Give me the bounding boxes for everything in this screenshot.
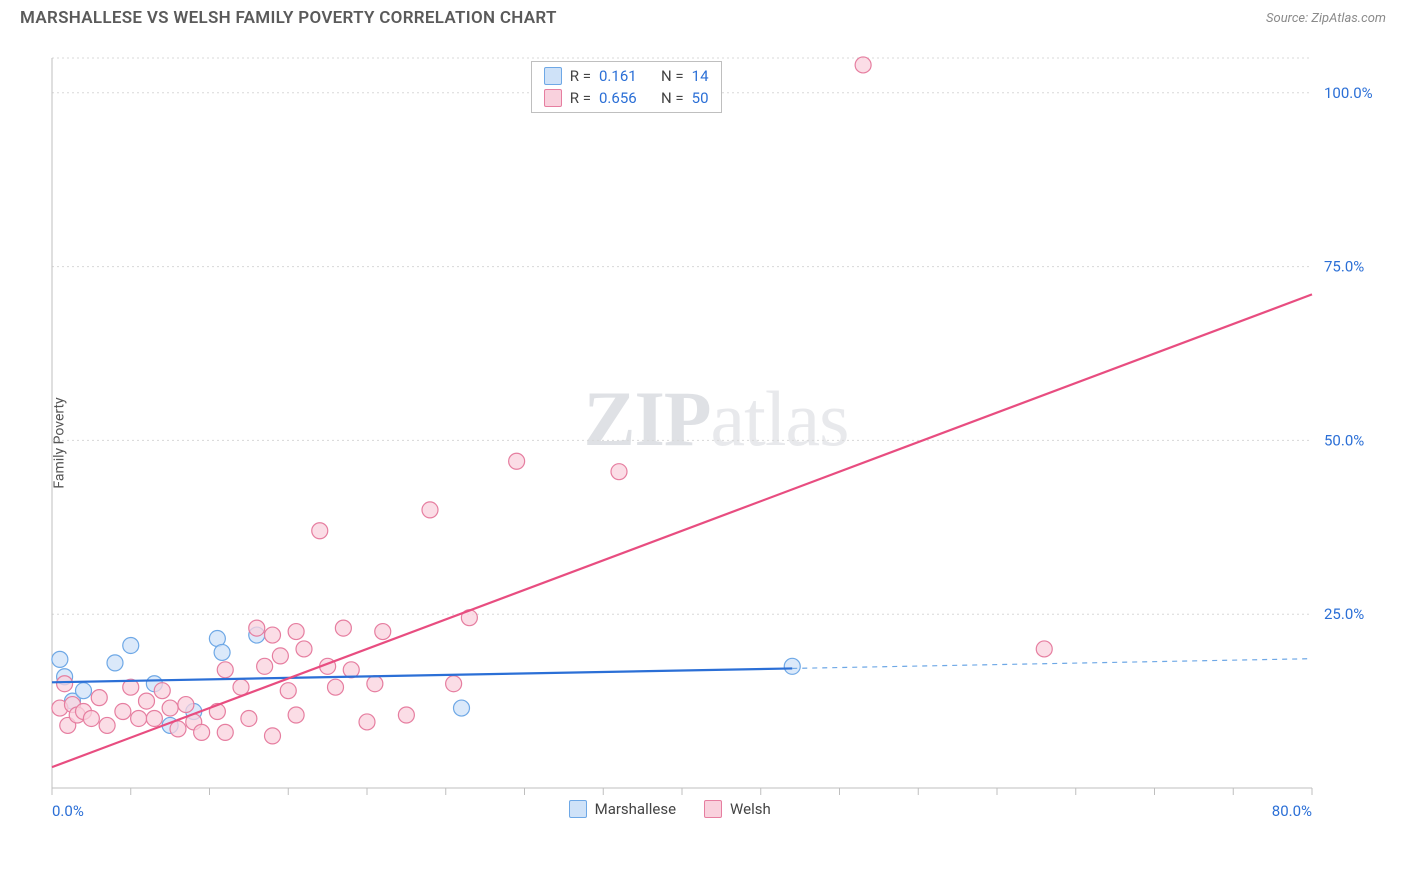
data-point	[83, 710, 99, 726]
correlation-stats-box: R = 0.161 N = 14 R = 0.656 N = 50	[531, 61, 722, 113]
stat-n-value: 50	[692, 89, 709, 107]
data-point	[1036, 641, 1052, 657]
data-point	[422, 502, 438, 518]
x-tick-label: 80.0%	[1272, 802, 1312, 820]
data-point	[194, 724, 210, 740]
stats-row: R = 0.656 N = 50	[532, 87, 721, 109]
data-point	[178, 697, 194, 713]
data-point	[214, 644, 230, 660]
y-tick-label: 25.0%	[1324, 605, 1364, 623]
data-point	[446, 676, 462, 692]
data-point	[343, 662, 359, 678]
data-point	[107, 655, 123, 671]
data-point	[328, 679, 344, 695]
data-point	[257, 658, 273, 674]
data-point	[454, 700, 470, 716]
data-point	[154, 683, 170, 699]
data-point	[509, 453, 525, 469]
data-point	[312, 523, 328, 539]
data-point	[217, 662, 233, 678]
stat-n-value: 14	[692, 67, 709, 85]
data-point	[241, 710, 257, 726]
data-point	[367, 676, 383, 692]
stats-row: R = 0.161 N = 14	[532, 65, 721, 87]
data-point	[146, 710, 162, 726]
legend-swatch	[704, 800, 722, 818]
data-point	[398, 707, 414, 723]
legend-item: Marshallese	[569, 800, 676, 818]
x-tick-label: 0.0%	[52, 802, 84, 820]
data-point	[76, 683, 92, 699]
series-swatch	[544, 67, 562, 85]
legend-label: Marshallese	[595, 800, 676, 818]
stat-n-label: N =	[661, 67, 684, 85]
chart-title: MARSHALLESE VS WELSH FAMILY POVERTY CORR…	[20, 8, 557, 28]
data-point	[57, 676, 73, 692]
chart-area: Family Poverty ZIPatlas 0.0%80.0%25.0%50…	[42, 48, 1390, 838]
data-point	[249, 620, 265, 636]
data-point	[784, 658, 800, 674]
data-point	[272, 648, 288, 664]
data-point	[265, 728, 281, 744]
stat-n-label: N =	[661, 89, 684, 107]
stat-r-value: 0.161	[599, 67, 643, 85]
data-point	[217, 724, 233, 740]
data-point	[359, 714, 375, 730]
y-tick-label: 50.0%	[1324, 431, 1364, 449]
data-point	[115, 704, 131, 720]
legend-item: Welsh	[704, 800, 771, 818]
trend-line-extrapolated	[792, 659, 1312, 669]
legend-label: Welsh	[730, 800, 771, 818]
data-point	[52, 651, 68, 667]
stat-r-label: R =	[570, 67, 591, 85]
data-point	[296, 641, 312, 657]
data-point	[170, 721, 186, 737]
data-point	[335, 620, 351, 636]
data-point	[233, 679, 249, 695]
series-legend: Marshallese Welsh	[569, 800, 771, 818]
stat-r-value: 0.656	[599, 89, 643, 107]
data-point	[99, 717, 115, 733]
data-point	[265, 627, 281, 643]
series-swatch	[544, 89, 562, 107]
data-point	[611, 464, 627, 480]
data-point	[855, 57, 871, 73]
data-point	[123, 637, 139, 653]
source-attribution: Source: ZipAtlas.com	[1266, 11, 1386, 26]
data-point	[131, 710, 147, 726]
y-tick-label: 75.0%	[1324, 258, 1364, 276]
stat-r-label: R =	[570, 89, 591, 107]
data-point	[375, 624, 391, 640]
y-tick-label: 100.0%	[1324, 84, 1373, 102]
data-point	[288, 624, 304, 640]
data-point	[162, 700, 178, 716]
data-point	[288, 707, 304, 723]
legend-swatch	[569, 800, 587, 818]
trend-line	[52, 294, 1312, 767]
data-point	[139, 693, 155, 709]
data-point	[280, 683, 296, 699]
data-point	[91, 690, 107, 706]
scatter-plot: 0.0% 80.0% 25.0% 50.0% 75.0% 100.0%	[42, 48, 1390, 838]
trend-line	[52, 668, 792, 682]
